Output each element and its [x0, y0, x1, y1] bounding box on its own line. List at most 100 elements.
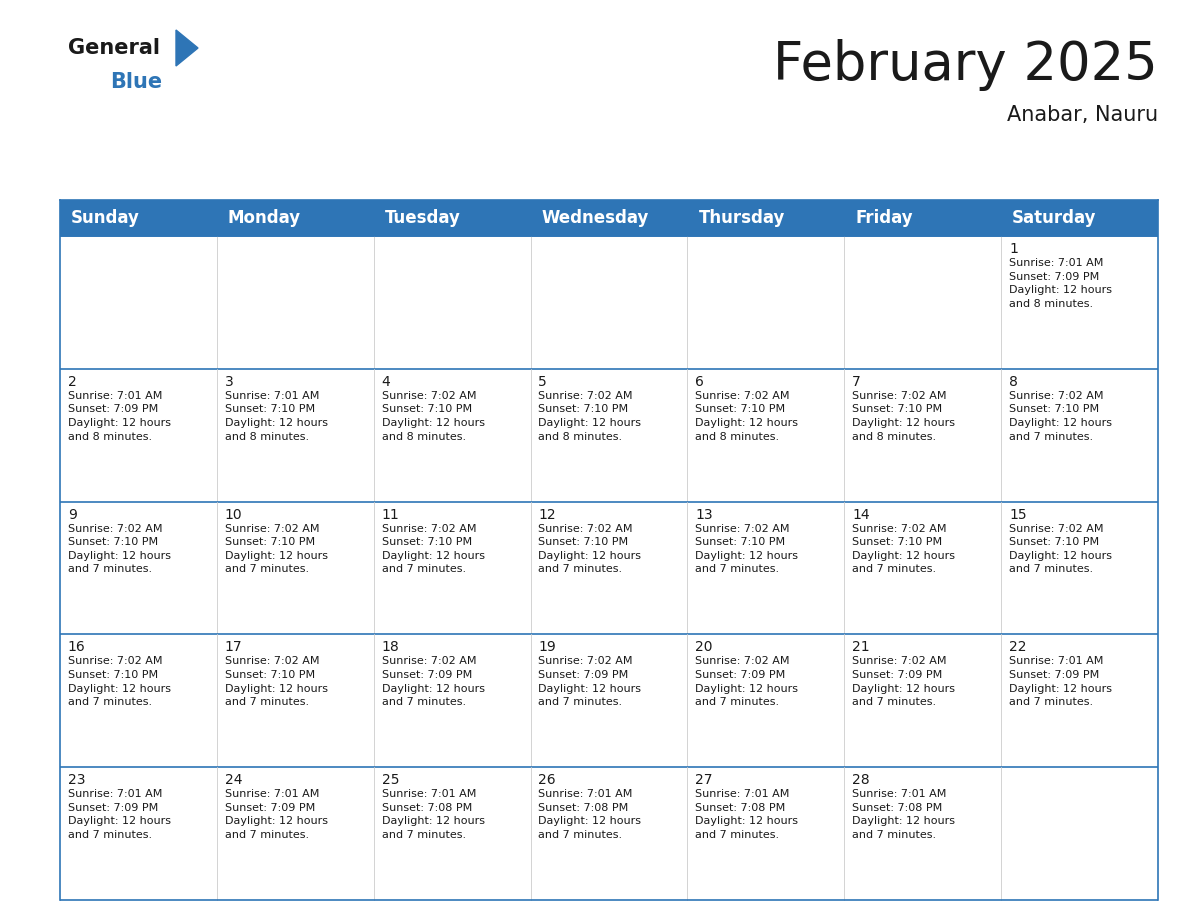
Text: 6: 6 — [695, 375, 704, 389]
Bar — [61, 236, 217, 369]
Text: 8: 8 — [1009, 375, 1018, 389]
Bar — [374, 767, 531, 900]
Bar — [217, 501, 374, 634]
Bar — [688, 369, 845, 501]
Text: Sunrise: 7:01 AM
Sunset: 7:10 PM
Daylight: 12 hours
and 8 minutes.: Sunrise: 7:01 AM Sunset: 7:10 PM Dayligh… — [225, 391, 328, 442]
Text: 25: 25 — [381, 773, 399, 788]
Bar — [61, 369, 217, 501]
Text: 15: 15 — [1009, 508, 1026, 521]
Text: Sunrise: 7:01 AM
Sunset: 7:08 PM
Daylight: 12 hours
and 7 minutes.: Sunrise: 7:01 AM Sunset: 7:08 PM Dayligh… — [538, 789, 642, 840]
Text: 11: 11 — [381, 508, 399, 521]
Text: Sunrise: 7:02 AM
Sunset: 7:10 PM
Daylight: 12 hours
and 8 minutes.: Sunrise: 7:02 AM Sunset: 7:10 PM Dayligh… — [538, 391, 642, 442]
Bar — [688, 501, 845, 634]
Bar — [688, 236, 845, 369]
Text: Monday: Monday — [228, 209, 301, 227]
Text: General: General — [68, 38, 160, 58]
Text: 12: 12 — [538, 508, 556, 521]
Bar — [217, 369, 374, 501]
Bar — [61, 634, 217, 767]
Text: Sunrise: 7:01 AM
Sunset: 7:08 PM
Daylight: 12 hours
and 7 minutes.: Sunrise: 7:01 AM Sunset: 7:08 PM Dayligh… — [695, 789, 798, 840]
Text: Sunrise: 7:02 AM
Sunset: 7:10 PM
Daylight: 12 hours
and 7 minutes.: Sunrise: 7:02 AM Sunset: 7:10 PM Dayligh… — [695, 523, 798, 575]
Text: 14: 14 — [852, 508, 870, 521]
Text: Blue: Blue — [110, 72, 162, 92]
Text: 16: 16 — [68, 641, 86, 655]
Bar — [531, 236, 688, 369]
Bar — [845, 501, 1001, 634]
Text: Saturday: Saturday — [1012, 209, 1097, 227]
Bar — [1001, 369, 1158, 501]
Bar — [1001, 200, 1158, 236]
Text: 24: 24 — [225, 773, 242, 788]
Text: 20: 20 — [695, 641, 713, 655]
Bar — [1001, 634, 1158, 767]
Bar — [374, 369, 531, 501]
Text: Friday: Friday — [855, 209, 912, 227]
Text: Sunrise: 7:02 AM
Sunset: 7:09 PM
Daylight: 12 hours
and 7 minutes.: Sunrise: 7:02 AM Sunset: 7:09 PM Dayligh… — [538, 656, 642, 707]
Text: Sunrise: 7:02 AM
Sunset: 7:10 PM
Daylight: 12 hours
and 7 minutes.: Sunrise: 7:02 AM Sunset: 7:10 PM Dayligh… — [225, 656, 328, 707]
Bar — [61, 200, 217, 236]
Text: Sunrise: 7:02 AM
Sunset: 7:10 PM
Daylight: 12 hours
and 7 minutes.: Sunrise: 7:02 AM Sunset: 7:10 PM Dayligh… — [381, 523, 485, 575]
Text: Thursday: Thursday — [699, 209, 785, 227]
Text: Tuesday: Tuesday — [385, 209, 461, 227]
Bar — [217, 634, 374, 767]
Text: Sunrise: 7:01 AM
Sunset: 7:09 PM
Daylight: 12 hours
and 8 minutes.: Sunrise: 7:01 AM Sunset: 7:09 PM Dayligh… — [68, 391, 171, 442]
Bar — [845, 369, 1001, 501]
Text: Sunrise: 7:01 AM
Sunset: 7:08 PM
Daylight: 12 hours
and 7 minutes.: Sunrise: 7:01 AM Sunset: 7:08 PM Dayligh… — [852, 789, 955, 840]
Bar — [845, 767, 1001, 900]
Bar — [688, 200, 845, 236]
Bar — [845, 634, 1001, 767]
Bar — [217, 236, 374, 369]
Text: Wednesday: Wednesday — [542, 209, 649, 227]
Text: 23: 23 — [68, 773, 86, 788]
Text: 22: 22 — [1009, 641, 1026, 655]
Text: Sunday: Sunday — [71, 209, 140, 227]
Text: Sunrise: 7:01 AM
Sunset: 7:09 PM
Daylight: 12 hours
and 7 minutes.: Sunrise: 7:01 AM Sunset: 7:09 PM Dayligh… — [1009, 656, 1112, 707]
Text: Sunrise: 7:02 AM
Sunset: 7:10 PM
Daylight: 12 hours
and 7 minutes.: Sunrise: 7:02 AM Sunset: 7:10 PM Dayligh… — [1009, 391, 1112, 442]
Bar — [374, 200, 531, 236]
Text: 9: 9 — [68, 508, 77, 521]
Text: 7: 7 — [852, 375, 861, 389]
Bar — [531, 369, 688, 501]
Text: Sunrise: 7:01 AM
Sunset: 7:09 PM
Daylight: 12 hours
and 8 minutes.: Sunrise: 7:01 AM Sunset: 7:09 PM Dayligh… — [1009, 258, 1112, 308]
Text: 26: 26 — [538, 773, 556, 788]
Bar — [531, 501, 688, 634]
Text: Sunrise: 7:02 AM
Sunset: 7:10 PM
Daylight: 12 hours
and 7 minutes.: Sunrise: 7:02 AM Sunset: 7:10 PM Dayligh… — [1009, 523, 1112, 575]
Text: Sunrise: 7:02 AM
Sunset: 7:10 PM
Daylight: 12 hours
and 7 minutes.: Sunrise: 7:02 AM Sunset: 7:10 PM Dayligh… — [68, 656, 171, 707]
Text: Anabar, Nauru: Anabar, Nauru — [1007, 105, 1158, 125]
Text: Sunrise: 7:01 AM
Sunset: 7:09 PM
Daylight: 12 hours
and 7 minutes.: Sunrise: 7:01 AM Sunset: 7:09 PM Dayligh… — [68, 789, 171, 840]
Bar — [1001, 236, 1158, 369]
Bar — [1001, 767, 1158, 900]
Text: Sunrise: 7:02 AM
Sunset: 7:10 PM
Daylight: 12 hours
and 7 minutes.: Sunrise: 7:02 AM Sunset: 7:10 PM Dayligh… — [538, 523, 642, 575]
Text: February 2025: February 2025 — [773, 39, 1158, 91]
Text: Sunrise: 7:02 AM
Sunset: 7:09 PM
Daylight: 12 hours
and 7 minutes.: Sunrise: 7:02 AM Sunset: 7:09 PM Dayligh… — [381, 656, 485, 707]
Bar — [61, 501, 217, 634]
Bar — [845, 236, 1001, 369]
Bar — [374, 501, 531, 634]
Text: Sunrise: 7:02 AM
Sunset: 7:09 PM
Daylight: 12 hours
and 7 minutes.: Sunrise: 7:02 AM Sunset: 7:09 PM Dayligh… — [695, 656, 798, 707]
Text: Sunrise: 7:02 AM
Sunset: 7:10 PM
Daylight: 12 hours
and 8 minutes.: Sunrise: 7:02 AM Sunset: 7:10 PM Dayligh… — [381, 391, 485, 442]
Text: 13: 13 — [695, 508, 713, 521]
Text: 3: 3 — [225, 375, 234, 389]
Bar — [374, 236, 531, 369]
Text: Sunrise: 7:02 AM
Sunset: 7:09 PM
Daylight: 12 hours
and 7 minutes.: Sunrise: 7:02 AM Sunset: 7:09 PM Dayligh… — [852, 656, 955, 707]
Text: 1: 1 — [1009, 242, 1018, 256]
Bar — [217, 767, 374, 900]
Bar — [531, 634, 688, 767]
Bar — [374, 634, 531, 767]
Text: 19: 19 — [538, 641, 556, 655]
Text: Sunrise: 7:02 AM
Sunset: 7:10 PM
Daylight: 12 hours
and 8 minutes.: Sunrise: 7:02 AM Sunset: 7:10 PM Dayligh… — [852, 391, 955, 442]
Text: 5: 5 — [538, 375, 548, 389]
Text: Sunrise: 7:02 AM
Sunset: 7:10 PM
Daylight: 12 hours
and 7 minutes.: Sunrise: 7:02 AM Sunset: 7:10 PM Dayligh… — [852, 523, 955, 575]
Bar — [688, 634, 845, 767]
Text: 2: 2 — [68, 375, 76, 389]
Text: Sunrise: 7:02 AM
Sunset: 7:10 PM
Daylight: 12 hours
and 7 minutes.: Sunrise: 7:02 AM Sunset: 7:10 PM Dayligh… — [225, 523, 328, 575]
Text: Sunrise: 7:01 AM
Sunset: 7:09 PM
Daylight: 12 hours
and 7 minutes.: Sunrise: 7:01 AM Sunset: 7:09 PM Dayligh… — [225, 789, 328, 840]
Bar — [61, 767, 217, 900]
Text: Sunrise: 7:01 AM
Sunset: 7:08 PM
Daylight: 12 hours
and 7 minutes.: Sunrise: 7:01 AM Sunset: 7:08 PM Dayligh… — [381, 789, 485, 840]
Text: 27: 27 — [695, 773, 713, 788]
Bar — [217, 200, 374, 236]
Polygon shape — [176, 30, 198, 66]
Bar — [688, 767, 845, 900]
Text: 18: 18 — [381, 641, 399, 655]
Bar — [845, 200, 1001, 236]
